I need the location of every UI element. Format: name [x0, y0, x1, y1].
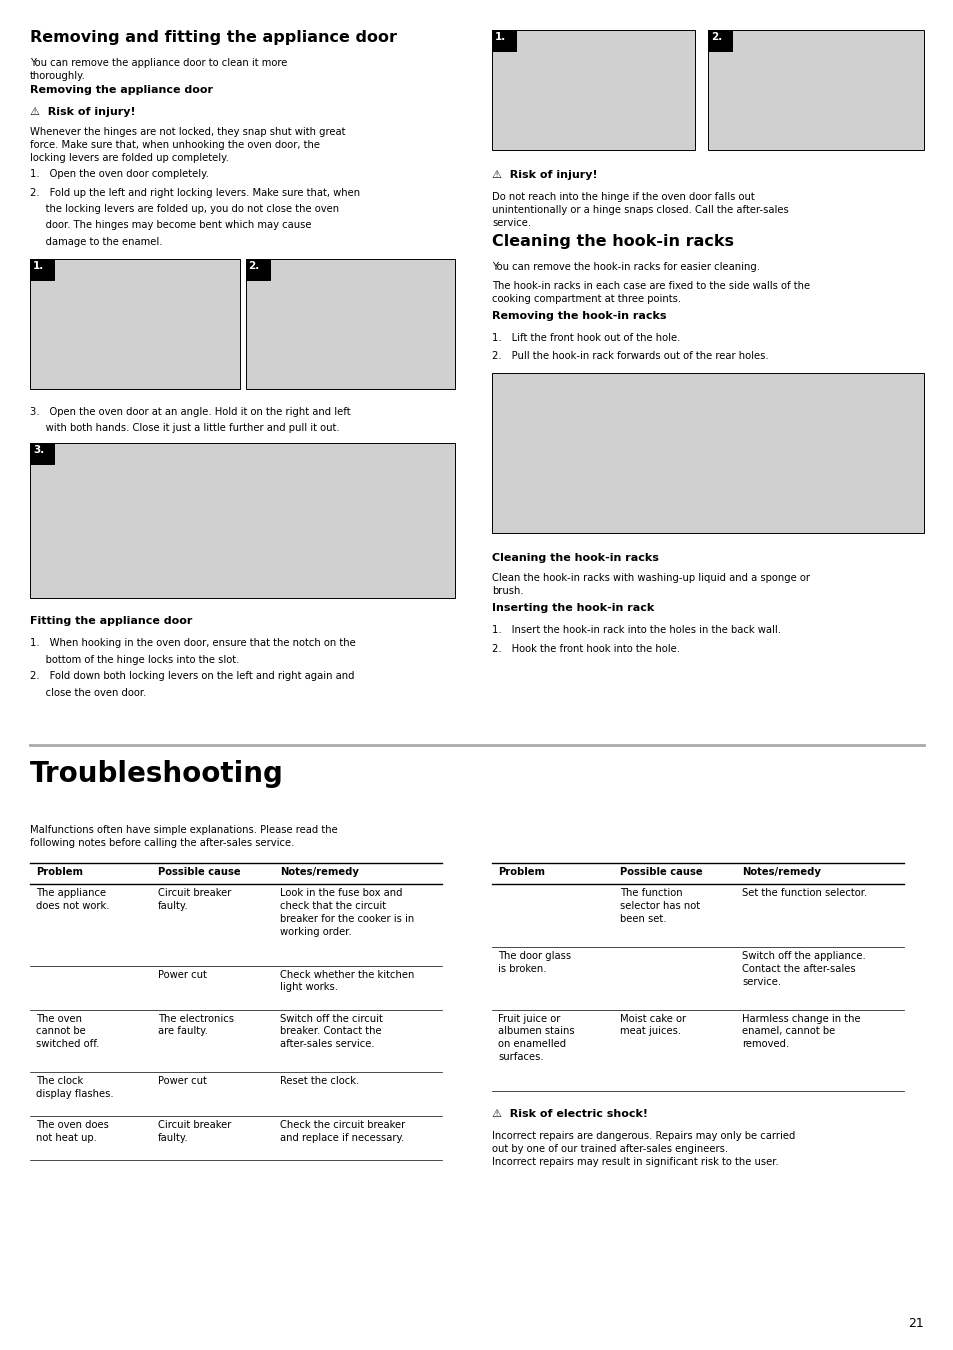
Text: Cleaning the hook-in racks: Cleaning the hook-in racks	[492, 554, 659, 563]
Text: Switch off the circuit
breaker. Contact the
after-sales service.: Switch off the circuit breaker. Contact …	[280, 1014, 382, 1049]
Text: Problem: Problem	[36, 867, 83, 878]
Text: close the oven door.: close the oven door.	[30, 688, 146, 698]
Text: Power cut: Power cut	[158, 969, 207, 980]
Text: Notes/remedy: Notes/remedy	[741, 867, 820, 878]
Text: The function
selector has not
been set.: The function selector has not been set.	[619, 888, 700, 923]
Text: Possible cause: Possible cause	[158, 867, 240, 878]
Text: The appliance
does not work.: The appliance does not work.	[36, 888, 110, 911]
Text: 1.: 1.	[495, 32, 506, 42]
Text: 2.: 2.	[710, 32, 721, 42]
Text: 2.: 2.	[248, 261, 259, 271]
Bar	[492, 373, 923, 533]
Bar	[245, 259, 271, 281]
Text: Power cut: Power cut	[158, 1076, 207, 1087]
Text: ⚠  Risk of injury!: ⚠ Risk of injury!	[30, 107, 135, 117]
Text: The door glass
is broken.: The door glass is broken.	[497, 950, 571, 973]
Text: Removing the hook-in racks: Removing the hook-in racks	[492, 310, 666, 320]
Text: The oven
cannot be
switched off.: The oven cannot be switched off.	[36, 1014, 99, 1049]
Bar	[492, 30, 517, 53]
Text: 1. Insert the hook-in rack into the holes in the back wall.: 1. Insert the hook-in rack into the hole…	[492, 625, 781, 634]
Text: Removing the appliance door: Removing the appliance door	[30, 85, 213, 94]
Text: Circuit breaker
faulty.: Circuit breaker faulty.	[158, 888, 232, 911]
Text: Notes/remedy: Notes/remedy	[280, 867, 358, 878]
Text: Cleaning the hook-in racks: Cleaning the hook-in racks	[492, 234, 733, 248]
Text: 1. Open the oven door completely.: 1. Open the oven door completely.	[30, 169, 209, 180]
Text: Look in the fuse box and
check that the circuit
breaker for the cooker is in
wor: Look in the fuse box and check that the …	[280, 888, 414, 937]
Text: Malfunctions often have simple explanations. Please read the
following notes bef: Malfunctions often have simple explanati…	[30, 825, 337, 848]
Bar	[30, 444, 455, 598]
Text: Check the circuit breaker
and replace if necessary.: Check the circuit breaker and replace if…	[280, 1120, 405, 1143]
Text: with both hands. Close it just a little further and pull it out.: with both hands. Close it just a little …	[30, 424, 339, 433]
Text: the locking levers are folded up, you do not close the oven: the locking levers are folded up, you do…	[30, 204, 338, 215]
Text: 1.: 1.	[33, 261, 44, 271]
Text: Fruit juice or
albumen stains
on enamelled
surfaces.: Fruit juice or albumen stains on enamell…	[497, 1014, 574, 1062]
Bar	[492, 30, 695, 150]
Text: Set the function selector.: Set the function selector.	[741, 888, 866, 899]
Text: Circuit breaker
faulty.: Circuit breaker faulty.	[158, 1120, 232, 1143]
Text: door. The hinges may become bent which may cause: door. The hinges may become bent which m…	[30, 220, 312, 231]
Text: Switch off the appliance.
Contact the after-sales
service.: Switch off the appliance. Contact the af…	[741, 950, 864, 987]
Text: bottom of the hinge locks into the slot.: bottom of the hinge locks into the slot.	[30, 655, 239, 666]
Text: 3.: 3.	[33, 446, 44, 455]
Text: The clock
display flashes.: The clock display flashes.	[36, 1076, 113, 1099]
Text: You can remove the hook-in racks for easier cleaning.: You can remove the hook-in racks for eas…	[492, 262, 760, 271]
Text: 2. Fold up the left and right locking levers. Make sure that, when: 2. Fold up the left and right locking le…	[30, 188, 359, 197]
Text: 21: 21	[907, 1318, 923, 1330]
Bar	[30, 259, 239, 389]
Text: Troubleshooting: Troubleshooting	[30, 760, 284, 788]
Text: 2. Pull the hook-in rack forwards out of the rear holes.: 2. Pull the hook-in rack forwards out of…	[492, 351, 768, 360]
Text: Harmless change in the
enamel, cannot be
removed.: Harmless change in the enamel, cannot be…	[741, 1014, 860, 1049]
Text: Check whether the kitchen
light works.: Check whether the kitchen light works.	[280, 969, 414, 992]
Text: 1. Lift the front hook out of the hole.: 1. Lift the front hook out of the hole.	[492, 332, 679, 343]
Text: Moist cake or
meat juices.: Moist cake or meat juices.	[619, 1014, 685, 1037]
Text: The oven does
not heat up.: The oven does not heat up.	[36, 1120, 109, 1143]
Text: Incorrect repairs are dangerous. Repairs may only be carried
out by one of our t: Incorrect repairs are dangerous. Repairs…	[492, 1131, 795, 1168]
Text: Reset the clock.: Reset the clock.	[280, 1076, 359, 1087]
Text: 2. Hook the front hook into the hole.: 2. Hook the front hook into the hole.	[492, 644, 679, 653]
Text: Whenever the hinges are not locked, they snap shut with great
force. Make sure t: Whenever the hinges are not locked, they…	[30, 127, 345, 163]
Text: Removing and fitting the appliance door: Removing and fitting the appliance door	[30, 30, 396, 45]
Text: 2. Fold down both locking levers on the left and right again and: 2. Fold down both locking levers on the …	[30, 671, 355, 682]
Text: Do not reach into the hinge if the oven door falls out
unintentionally or a hing: Do not reach into the hinge if the oven …	[492, 192, 788, 228]
Text: 1. When hooking in the oven door, ensure that the notch on the: 1. When hooking in the oven door, ensure…	[30, 639, 355, 648]
Bar	[30, 444, 55, 466]
Bar	[707, 30, 923, 150]
Text: ⚠  Risk of injury!: ⚠ Risk of injury!	[492, 170, 597, 180]
Text: Possible cause: Possible cause	[619, 867, 702, 878]
Text: Fitting the appliance door: Fitting the appliance door	[30, 617, 193, 626]
Text: 3. Open the oven door at an angle. Hold it on the right and left: 3. Open the oven door at an angle. Hold …	[30, 406, 351, 417]
Bar	[707, 30, 732, 53]
Text: The hook-in racks in each case are fixed to the side walls of the
cooking compar: The hook-in racks in each case are fixed…	[492, 281, 809, 304]
Text: damage to the enamel.: damage to the enamel.	[30, 238, 162, 247]
Text: Problem: Problem	[497, 867, 544, 878]
Text: You can remove the appliance door to clean it more
thoroughly.: You can remove the appliance door to cle…	[30, 58, 287, 81]
Text: The electronics
are faulty.: The electronics are faulty.	[158, 1014, 233, 1037]
Bar	[30, 259, 55, 281]
Text: Clean the hook-in racks with washing-up liquid and a sponge or
brush.: Clean the hook-in racks with washing-up …	[492, 572, 809, 597]
Bar	[245, 259, 455, 389]
Text: ⚠  Risk of electric shock!: ⚠ Risk of electric shock!	[492, 1108, 647, 1119]
Text: Inserting the hook-in rack: Inserting the hook-in rack	[492, 603, 654, 613]
